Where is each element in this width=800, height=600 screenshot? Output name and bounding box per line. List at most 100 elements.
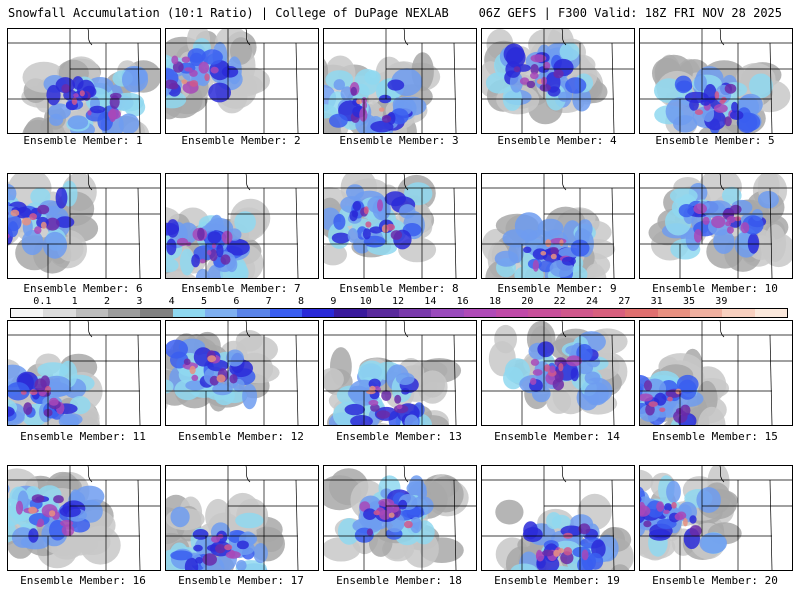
colorbar-swatch	[592, 309, 626, 317]
snowfall-contour	[349, 210, 358, 222]
ensemble-member-map	[323, 28, 477, 134]
snowfall-map	[324, 321, 476, 425]
ensemble-member-map	[639, 465, 793, 571]
colorbar-label: 3	[136, 296, 143, 307]
snowfall-contour	[410, 516, 422, 534]
snowfall-contour	[350, 86, 357, 96]
state-boundary	[87, 29, 93, 46]
colorbar-swatch	[237, 309, 270, 317]
snowfall-contour	[694, 74, 707, 92]
snowfall-map	[640, 174, 792, 278]
snowfall-contour	[530, 377, 537, 385]
snowfall-contour	[554, 357, 567, 368]
colorbar-label: 27	[618, 296, 631, 307]
snowfall-contour	[378, 107, 385, 112]
ensemble-member-label: Ensemble Member: 14	[494, 430, 620, 443]
snowfall-contour	[166, 79, 178, 89]
snowfall-contour	[577, 219, 593, 239]
colorbar-swatch	[301, 309, 335, 317]
snowfall-contour	[166, 219, 179, 238]
snowfall-contour	[584, 382, 609, 406]
snowfall-contour	[15, 500, 24, 515]
snowfall-contour	[197, 227, 205, 241]
colorbar-label: 10	[359, 296, 372, 307]
snowfall-contour	[170, 506, 190, 528]
snowfall-contour	[242, 383, 258, 410]
colorbar-label: 8	[297, 296, 305, 307]
state-boundary	[87, 466, 93, 483]
state-boundary	[245, 321, 251, 338]
state-boundary	[403, 466, 409, 483]
snowfall-contour	[189, 69, 198, 77]
snowfall-contour	[8, 406, 15, 417]
snowfall-contour	[48, 510, 56, 517]
snowfall-contour	[207, 355, 217, 363]
ensemble-member-map	[639, 320, 793, 426]
colorbar-label: 2	[103, 296, 111, 307]
snowfall-map	[482, 321, 634, 425]
snowfall-contour	[235, 512, 264, 529]
colorbar-swatch	[528, 309, 561, 317]
state-boundary	[719, 174, 725, 191]
snowfall-contour	[522, 527, 543, 543]
snowfall-contour	[722, 186, 742, 205]
snowfall-contour	[89, 105, 106, 114]
snowfall-contour	[678, 379, 697, 400]
ensemble-member-label: Ensemble Member: 7	[181, 282, 301, 295]
snowfall-contour	[28, 506, 38, 514]
snowfall-contour	[362, 101, 368, 110]
snowfall-contour	[72, 76, 84, 90]
snowfall-contour	[674, 513, 684, 521]
snowfall-contour	[387, 79, 405, 91]
state-boundary	[561, 466, 567, 483]
snowfall-contour	[29, 213, 37, 221]
state-boundary	[295, 479, 299, 570]
ensemble-member-map	[7, 173, 161, 279]
snowfall-contour	[702, 216, 710, 225]
snowfall-contour	[520, 229, 538, 242]
snowfall-contour	[236, 540, 249, 550]
snowfall-contour	[666, 480, 681, 503]
snowfall-contour	[324, 243, 347, 266]
snowfall-contour	[73, 93, 79, 98]
snowfall-contour	[398, 499, 408, 510]
snowfall-contour	[34, 226, 42, 234]
state-boundary	[245, 466, 251, 483]
snowfall-contour	[370, 403, 380, 412]
snowfall-contour	[537, 341, 554, 358]
snowfall-contour	[369, 385, 376, 392]
snowfall-contour	[216, 374, 226, 383]
snowfall-contour	[363, 508, 377, 520]
snowfall-contour	[41, 504, 58, 518]
ensemble-member-map	[7, 320, 161, 426]
state-boundary	[295, 42, 299, 133]
snowfall-contour	[495, 499, 524, 525]
snowfall-contour	[532, 259, 539, 272]
snowfall-contour	[221, 66, 239, 78]
snowfall-contour	[731, 101, 739, 113]
snowfall-contour	[253, 543, 268, 564]
colorbar-label: 20	[521, 296, 534, 307]
snowfall-contour	[576, 344, 593, 362]
snowfall-contour	[8, 484, 10, 494]
colorbar-label: 31	[650, 296, 663, 307]
state-boundary	[611, 334, 615, 425]
state-boundary	[453, 42, 457, 133]
snowfall-contour	[373, 510, 380, 516]
snowfall-contour	[184, 557, 199, 570]
snowfall-contour	[404, 520, 413, 529]
snowfall-contour	[530, 54, 547, 63]
snowfall-contour	[648, 529, 671, 541]
snowfall-contour	[234, 211, 256, 233]
snowfall-contour	[48, 397, 59, 406]
snowfall-contour	[333, 79, 345, 91]
ensemble-member-map	[165, 320, 319, 426]
snowfall-contour	[693, 229, 703, 243]
colorbar-label: 14	[424, 296, 437, 307]
snowfall-contour	[193, 347, 213, 367]
snowfall-contour	[368, 399, 379, 406]
state-boundary	[769, 334, 773, 425]
snowfall-contour	[204, 73, 210, 82]
snowfall-contour	[364, 70, 381, 85]
snowfall-contour	[350, 415, 373, 425]
